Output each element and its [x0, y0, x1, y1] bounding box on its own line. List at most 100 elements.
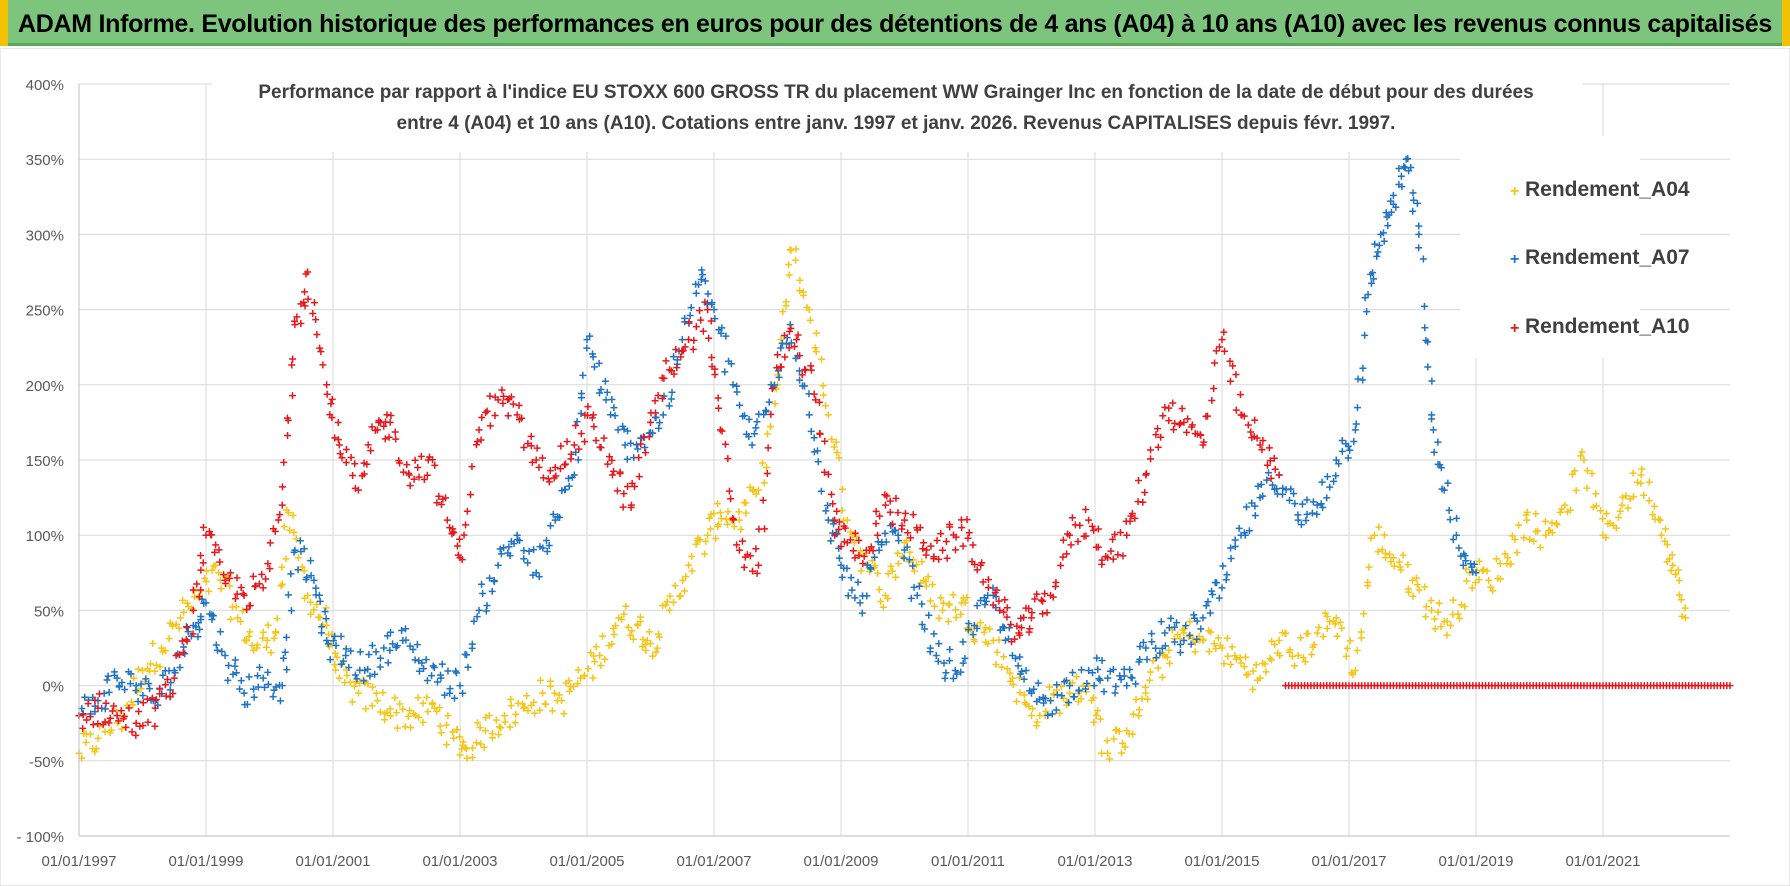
y-tick-label: - 100%	[16, 829, 64, 846]
data-point-rendement-a10	[151, 704, 159, 712]
data-point-rendement-a10	[1114, 551, 1122, 559]
data-point-rendement-a07	[1265, 469, 1273, 477]
data-point-rendement-a07	[783, 340, 791, 348]
data-point-rendement-a10	[1152, 431, 1160, 439]
data-point-rendement-a07	[146, 685, 154, 693]
data-point-rendement-a10	[336, 450, 344, 458]
data-point-rendement-a07	[913, 591, 921, 599]
data-point-rendement-a07	[992, 592, 1000, 600]
data-point-rendement-a04	[462, 745, 470, 753]
data-point-rendement-a10	[752, 545, 760, 553]
data-point-rendement-a10	[590, 423, 598, 431]
data-point-rendement-a10	[170, 674, 178, 682]
data-point-rendement-a10	[753, 569, 761, 577]
data-point-rendement-a04	[1117, 749, 1125, 757]
data-point-rendement-a07	[1428, 377, 1436, 385]
data-point-rendement-a04	[245, 633, 253, 641]
data-point-rendement-a10	[810, 390, 818, 398]
data-point-rendement-a07	[838, 573, 846, 581]
data-point-rendement-a10	[274, 516, 282, 524]
data-point-rendement-a10	[197, 552, 205, 560]
data-point-rendement-a10	[290, 317, 298, 325]
data-point-rendement-a10	[685, 318, 693, 326]
data-point-rendement-a10	[1180, 418, 1188, 426]
page-title: ADAM Informe. Evolution historique des p…	[18, 10, 1772, 38]
y-tick-label: 400%	[26, 77, 64, 94]
y-tick-label: 150%	[26, 453, 64, 470]
data-point-rendement-a04	[819, 391, 827, 399]
data-point-rendement-a10	[1013, 622, 1021, 630]
data-point-rendement-a10	[259, 584, 267, 592]
data-point-rendement-a10	[499, 399, 507, 407]
data-point-rendement-a10	[240, 591, 248, 599]
data-point-rendement-a10	[898, 522, 906, 530]
data-point-rendement-a04	[1668, 551, 1676, 559]
data-point-rendement-a10	[1220, 328, 1228, 336]
data-point-rendement-a10	[151, 722, 159, 730]
data-point-rendement-a10	[979, 578, 987, 586]
data-point-rendement-a07	[365, 650, 373, 658]
data-point-rendement-a04	[262, 643, 270, 651]
data-point-rendement-a04	[681, 587, 689, 595]
data-point-rendement-a04	[512, 710, 520, 718]
data-point-rendement-a10	[624, 482, 632, 490]
data-point-rendement-a04	[688, 552, 696, 560]
data-point-rendement-a07	[817, 487, 825, 495]
data-point-rendement-a07	[1218, 584, 1226, 592]
data-point-rendement-a07	[240, 689, 248, 697]
data-point-rendement-a04	[1669, 561, 1677, 569]
data-point-rendement-a07	[729, 381, 737, 389]
data-point-rendement-a04	[1386, 550, 1394, 558]
data-point-rendement-a07	[999, 623, 1007, 631]
data-point-rendement-a04	[278, 580, 286, 588]
data-point-rendement-a07	[383, 632, 391, 640]
data-point-rendement-a07	[745, 433, 753, 441]
data-point-rendement-a04	[1115, 727, 1123, 735]
data-point-rendement-a07	[949, 674, 957, 682]
data-point-rendement-a10	[1232, 371, 1240, 379]
data-point-rendement-a07	[545, 541, 553, 549]
data-point-rendement-a04	[300, 567, 308, 575]
data-point-rendement-a07	[194, 633, 202, 641]
data-point-rendement-a10	[793, 336, 801, 344]
data-point-rendement-a10	[387, 411, 395, 419]
data-point-rendement-a10	[262, 575, 270, 583]
data-point-rendement-a07	[364, 665, 372, 673]
data-point-rendement-a04	[387, 712, 395, 720]
data-point-rendement-a10	[909, 511, 917, 519]
data-point-rendement-a07	[895, 537, 903, 545]
data-point-rendement-a10	[1236, 391, 1244, 399]
data-point-rendement-a04	[264, 621, 272, 629]
data-point-rendement-a07	[213, 646, 221, 654]
data-point-rendement-a04	[1308, 651, 1316, 659]
data-point-rendement-a10	[637, 440, 645, 448]
data-point-rendement-a07	[814, 458, 822, 466]
data-point-rendement-a07	[192, 623, 200, 631]
data-point-rendement-a10	[304, 268, 312, 276]
data-point-rendement-a10	[91, 696, 99, 704]
data-point-rendement-a07	[312, 584, 320, 592]
data-point-rendement-a04	[702, 537, 710, 545]
data-point-rendement-a04	[492, 716, 500, 724]
data-point-rendement-a10	[120, 713, 128, 721]
data-point-rendement-a04	[1121, 743, 1129, 751]
data-point-rendement-a07	[411, 656, 419, 664]
data-point-rendement-a04	[1191, 648, 1199, 656]
data-point-rendement-a04	[1380, 531, 1388, 539]
data-point-rendement-a10	[335, 441, 343, 449]
data-point-rendement-a07	[1167, 614, 1175, 622]
data-point-rendement-a10	[724, 455, 732, 463]
data-point-rendement-a07	[224, 676, 232, 684]
data-point-rendement-a10	[280, 458, 288, 466]
data-point-rendement-a04	[1395, 558, 1403, 566]
data-point-rendement-a07	[318, 623, 326, 631]
data-point-rendement-a10	[231, 595, 239, 603]
data-point-rendement-a07	[777, 344, 785, 352]
data-point-rendement-a10	[608, 456, 616, 464]
data-point-rendement-a04	[782, 302, 790, 310]
data-point-rendement-a07	[353, 675, 361, 683]
data-point-rendement-a10	[183, 637, 191, 645]
data-point-rendement-a07	[1369, 269, 1377, 277]
data-point-rendement-a04	[369, 683, 377, 691]
data-point-rendement-a04	[1374, 548, 1382, 556]
